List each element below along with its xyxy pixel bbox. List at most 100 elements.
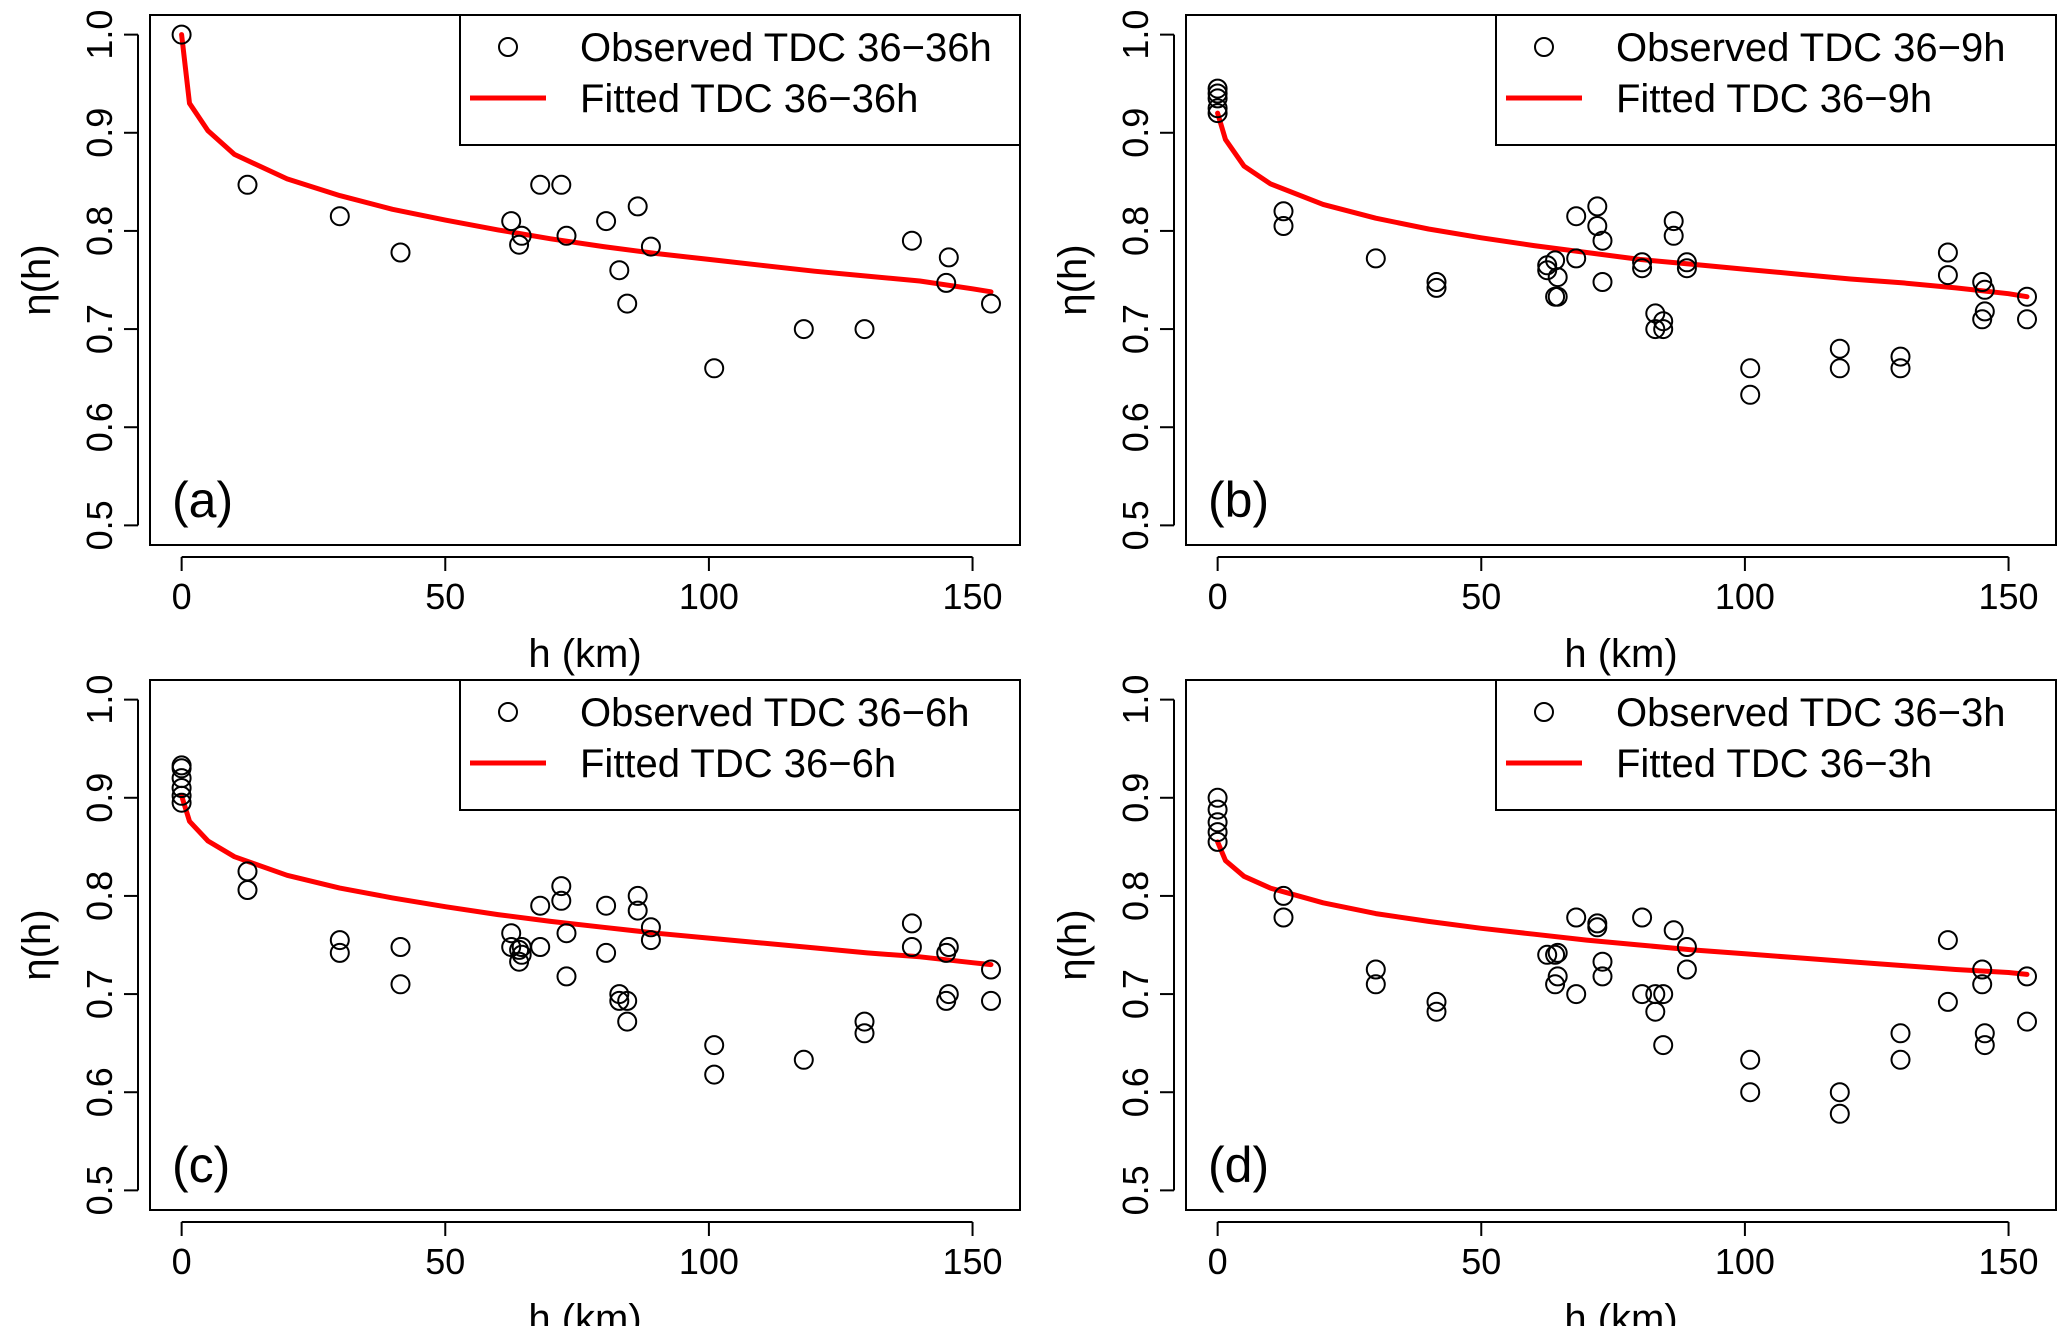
- observed-point: [596, 942, 617, 963]
- fitted-curve: [1215, 839, 2030, 977]
- observed-point: [1207, 88, 1228, 109]
- x-tick-label: 0: [172, 1241, 192, 1282]
- observed-point: [1974, 301, 1995, 322]
- observed-point: [171, 758, 192, 779]
- observed-point: [556, 966, 577, 987]
- observed-point: [1974, 1035, 1995, 1056]
- observed-point: [1365, 959, 1386, 980]
- x-tick-label: 150: [943, 1241, 1003, 1282]
- chart-panel-c: 0 50 100 150 h (km) 0.5 0.6 0.7 0.8 0.9 1.0 η(h) (c)…: [15, 675, 1021, 1326]
- observed-point: [1545, 944, 1566, 965]
- legend-observed-marker: [498, 702, 518, 722]
- y-tick-label: 0.5: [1115, 500, 1156, 550]
- observed-point: [1587, 216, 1608, 236]
- y-tick-label: 0.8: [1115, 206, 1156, 256]
- x-tick-label: 100: [1715, 576, 1775, 617]
- observed-point: [1207, 83, 1228, 104]
- observed-point: [171, 785, 192, 806]
- legend-fitted-label: Fitted TDC 36−36h: [580, 77, 918, 121]
- y-tick-label: 0.6: [1115, 1067, 1156, 1117]
- legend-box: [1495, 679, 2057, 811]
- observed-point: [1592, 966, 1613, 987]
- observed-point: [596, 895, 617, 916]
- observed-point: [1426, 272, 1447, 292]
- y-tick-label: 0.6: [79, 1067, 120, 1117]
- observed-point: [1273, 907, 1294, 928]
- x-tick-label: 50: [425, 576, 465, 617]
- observed-point: [1663, 225, 1684, 246]
- observed-point: [1547, 267, 1568, 288]
- observed-point: [1426, 991, 1447, 1012]
- observed-point: [640, 930, 661, 951]
- observed-point: [1207, 78, 1228, 99]
- y-tick-label: 0.9: [1115, 773, 1156, 823]
- y-tick-label: 0.6: [1115, 402, 1156, 452]
- observed-point: [1207, 787, 1228, 808]
- observed-point: [1592, 951, 1613, 972]
- observed-point: [936, 272, 957, 293]
- legend-box: [459, 679, 1021, 811]
- observed-point: [551, 174, 572, 195]
- x-axis-title: h (km): [528, 632, 641, 676]
- y-axis-title: η(h): [15, 909, 59, 980]
- legend-observed-label: Observed TDC 36−3h: [1616, 691, 2005, 735]
- x-axis-title: h (km): [1564, 632, 1677, 676]
- observed-point: [793, 319, 814, 340]
- y-tick-label: 0.5: [79, 1165, 120, 1215]
- observed-point: [609, 990, 630, 1011]
- observed-point: [617, 990, 638, 1011]
- observed-point: [609, 260, 630, 281]
- observed-point: [1547, 966, 1568, 987]
- observed-point: [981, 293, 1001, 314]
- observed-point: [854, 1023, 875, 1044]
- observed-point: [1972, 959, 1993, 980]
- observed-point: [1937, 991, 1958, 1012]
- observed-point: [627, 196, 648, 217]
- observed-point: [329, 930, 350, 951]
- observed-point: [1974, 279, 1995, 300]
- observed-point: [1207, 831, 1228, 852]
- fitted-curve: [179, 793, 994, 968]
- observed-point: [390, 242, 411, 263]
- observed-point: [704, 1064, 725, 1085]
- observed-point: [329, 942, 350, 963]
- y-tick-label: 0.7: [79, 969, 120, 1019]
- observed-point: [1645, 1001, 1666, 1022]
- observed-point: [1207, 812, 1228, 833]
- observed-point: [981, 959, 1001, 980]
- observed-point: [1645, 319, 1666, 340]
- y-axis-title: η(h): [1051, 244, 1095, 315]
- observed-point: [1632, 984, 1653, 1005]
- observed-point: [1365, 974, 1386, 995]
- panel-tag: (c): [172, 1137, 230, 1193]
- observed-point: [237, 174, 258, 195]
- panel-tag: (d): [1208, 1137, 1269, 1193]
- observed-point: [511, 944, 532, 965]
- observed-point: [1890, 346, 1911, 367]
- observed-point: [1972, 272, 1993, 292]
- observed-point: [617, 1011, 638, 1032]
- observed-point: [1545, 974, 1566, 995]
- observed-point: [530, 895, 551, 916]
- y-tick-label: 1.0: [1115, 10, 1156, 60]
- y-tick-label: 1.0: [79, 10, 120, 60]
- observed-point: [556, 923, 577, 944]
- observed-point: [1592, 230, 1613, 251]
- observed-point: [1273, 201, 1294, 222]
- fitted-curve: [1215, 110, 2030, 300]
- chart-panel-a: 0 50 100 150 h (km) 0.5 0.6 0.7 0.8 0.9 1.0 η(h) (a)…: [15, 10, 1021, 676]
- observed-point: [2017, 286, 2037, 307]
- observed-point: [1537, 944, 1558, 965]
- y-tick-label: 0.8: [79, 871, 120, 921]
- observed-point: [1653, 1035, 1674, 1056]
- observed-point: [854, 319, 875, 340]
- observed-point: [1890, 1023, 1911, 1044]
- observed-point: [556, 225, 577, 246]
- observed-point: [1273, 216, 1294, 236]
- observed-point: [1426, 277, 1447, 298]
- observed-point: [1273, 885, 1294, 906]
- observed-point: [1653, 311, 1674, 332]
- y-tick-label: 1.0: [79, 675, 120, 725]
- x-tick-label: 100: [679, 576, 739, 617]
- observed-point: [617, 293, 638, 314]
